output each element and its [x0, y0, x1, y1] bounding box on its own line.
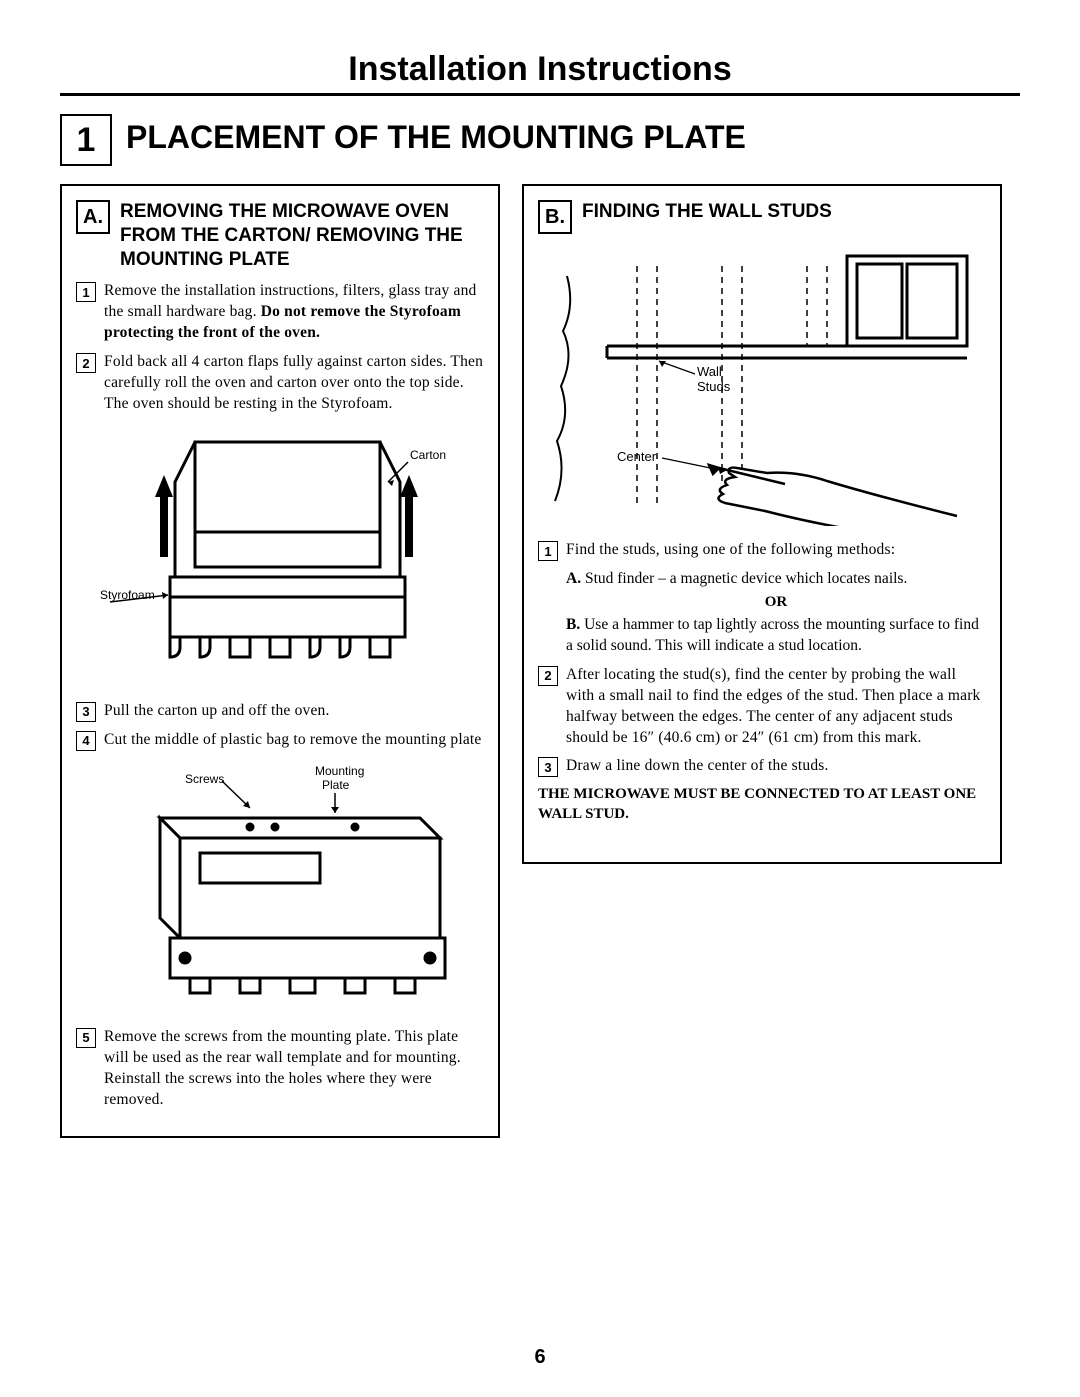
sub-lead: B. [566, 616, 580, 633]
list-item: 3 Draw a line down the center of the stu… [538, 756, 986, 777]
wall-studs-icon: Wall Studs Center [547, 246, 977, 526]
item-text: Fold back all 4 carton flaps fully again… [104, 352, 484, 415]
styrofoam-label: Styrofoam [100, 588, 155, 602]
section-b-letter: B. [538, 200, 572, 234]
sub-lead: A. [566, 570, 581, 587]
section-a-title: REMOVING THE MICROWAVE OVEN FROM THE CAR… [120, 200, 484, 271]
item-number: 2 [538, 666, 558, 686]
section-a-letter: A. [76, 200, 110, 234]
step-header: 1 PLACEMENT OF THE MOUNTING PLATE [60, 114, 1020, 166]
item-number: 5 [76, 1028, 96, 1048]
list-item: 1 Remove the installation instructions, … [76, 281, 484, 344]
item-number: 2 [76, 353, 96, 373]
section-b: B. FINDING THE WALL STUDS [522, 184, 1002, 864]
list-item: 1 Find the studs, using one of the follo… [538, 540, 986, 561]
step-number-box: 1 [60, 114, 112, 166]
page-title: Installation Instructions [60, 50, 1020, 96]
list-item: 3 Pull the carton up and off the oven. [76, 701, 484, 722]
figure-carton: Carton Styrofoam [76, 427, 484, 687]
sub-item-b: B. Use a hammer to tap lightly across th… [566, 615, 986, 657]
item-text: Find the studs, using one of the followi… [566, 540, 895, 561]
wall-label: Wall [697, 364, 722, 379]
item-text: Cut the middle of plastic bag to remove … [104, 730, 482, 751]
item-number: 3 [538, 757, 558, 777]
plate-label-2: Plate [322, 778, 350, 792]
carton-label: Carton [410, 448, 446, 462]
list-item: 5 Remove the screws from the mounting pl… [76, 1027, 484, 1111]
section-a-header: A. REMOVING THE MICROWAVE OVEN FROM THE … [76, 200, 484, 271]
screws-label: Screws [185, 772, 224, 786]
item-number: 3 [76, 702, 96, 722]
plate-label-1: Mounting [315, 764, 364, 778]
item-text: Remove the screws from the mounting plat… [104, 1027, 484, 1111]
sub-text: Use a hammer to tap lightly across the m… [566, 616, 979, 654]
sub-text: Stud finder – a magnetic device which lo… [581, 570, 907, 587]
section-b-title: FINDING THE WALL STUDS [582, 200, 832, 224]
item-text: Pull the carton up and off the oven. [104, 701, 330, 722]
two-column-layout: A. REMOVING THE MICROWAVE OVEN FROM THE … [60, 184, 1020, 1138]
item-number: 1 [76, 282, 96, 302]
center-label: Center [617, 449, 657, 464]
page-number: 6 [0, 1346, 1080, 1369]
item-text: Remove the installation instructions, fi… [104, 281, 484, 344]
sub-list: A. Stud finder – a magnetic device which… [566, 569, 986, 657]
oven-icon: Screws Mounting Plate [100, 763, 460, 1013]
figure-wall-studs: Wall Studs Center [538, 246, 986, 526]
item-number: 4 [76, 731, 96, 751]
or-divider: OR [566, 594, 986, 611]
figure-oven: Screws Mounting Plate [76, 763, 484, 1013]
sub-item-a: A. Stud finder – a magnetic device which… [566, 569, 986, 590]
section-a: A. REMOVING THE MICROWAVE OVEN FROM THE … [60, 184, 500, 1138]
list-item: 4 Cut the middle of plastic bag to remov… [76, 730, 484, 751]
carton-icon: Carton Styrofoam [100, 427, 460, 687]
list-item: 2 Fold back all 4 carton flaps fully aga… [76, 352, 484, 415]
warning-text: THE MICROWAVE MUST BE CONNECTED TO AT LE… [538, 785, 986, 824]
section-b-header: B. FINDING THE WALL STUDS [538, 200, 986, 234]
step-title: PLACEMENT OF THE MOUNTING PLATE [126, 114, 746, 155]
item-text: After locating the stud(s), find the cen… [566, 665, 986, 749]
item-number: 1 [538, 541, 558, 561]
studs-label: Studs [697, 379, 731, 394]
item-text: Draw a line down the center of the studs… [566, 756, 829, 777]
list-item: 2 After locating the stud(s), find the c… [538, 665, 986, 749]
